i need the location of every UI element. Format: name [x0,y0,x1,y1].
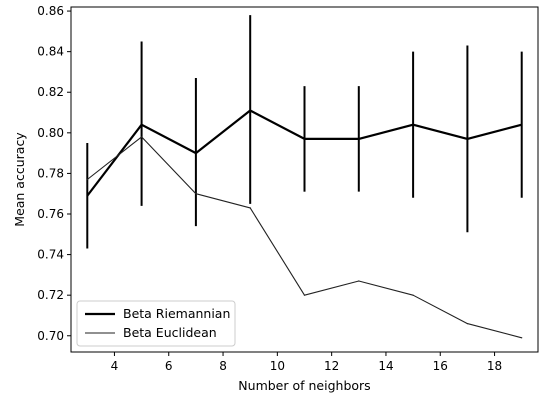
y-tick-label: 0.86 [37,4,64,18]
y-tick-label: 0.78 [37,166,64,180]
data-point-beta-riemannian [467,138,468,139]
data-point-beta-riemannian [87,195,88,196]
plot-area [87,15,523,338]
x-tick-label: 16 [433,359,448,373]
legend: Beta Riemannian Beta Euclidean [77,301,235,346]
y-tick-label: 0.82 [37,85,64,99]
data-point-beta-euclidean [141,136,142,137]
y-tick-label: 0.76 [37,207,64,221]
data-point-beta-euclidean [413,295,414,296]
data-point-beta-euclidean [521,337,522,338]
legend-label-beta-euclidean: Beta Euclidean [123,325,217,340]
y-tick-label: 0.70 [37,329,64,343]
legend-label-beta-riemannian: Beta Riemannian [123,306,230,321]
y-axis-label: Mean accuracy [12,132,27,227]
x-tick-label: 8 [219,359,227,373]
x-tick-label: 6 [165,359,173,373]
data-point-beta-riemannian [250,110,251,111]
data-point-beta-riemannian [195,153,196,154]
data-point-beta-riemannian [413,124,414,125]
data-point-beta-euclidean [87,179,88,180]
x-tick-label: 14 [378,359,393,373]
y-tick-label: 0.80 [37,126,64,140]
data-point-beta-euclidean [195,193,196,194]
x-axis: 4 6 8 10 12 14 16 18 [111,352,503,373]
x-axis-label: Number of neighbors [238,378,370,393]
y-tick-label: 0.74 [37,248,64,262]
data-point-beta-euclidean [304,295,305,296]
y-axis: 0.70 0.72 0.74 0.76 0.78 0.80 0.82 0.84 0.86 [37,4,71,343]
x-tick-label: 4 [111,359,119,373]
data-point-beta-euclidean [358,280,359,281]
data-point-beta-riemannian [521,124,522,125]
x-tick-label: 12 [324,359,339,373]
x-tick-label: 10 [270,359,285,373]
data-point-beta-riemannian [358,138,359,139]
data-point-beta-riemannian [304,138,305,139]
data-point-beta-euclidean [250,207,251,208]
data-point-beta-riemannian [141,124,142,125]
data-point-beta-euclidean [467,323,468,324]
y-tick-label: 0.72 [37,288,64,302]
x-tick-label: 18 [487,359,502,373]
y-tick-label: 0.84 [37,45,64,59]
